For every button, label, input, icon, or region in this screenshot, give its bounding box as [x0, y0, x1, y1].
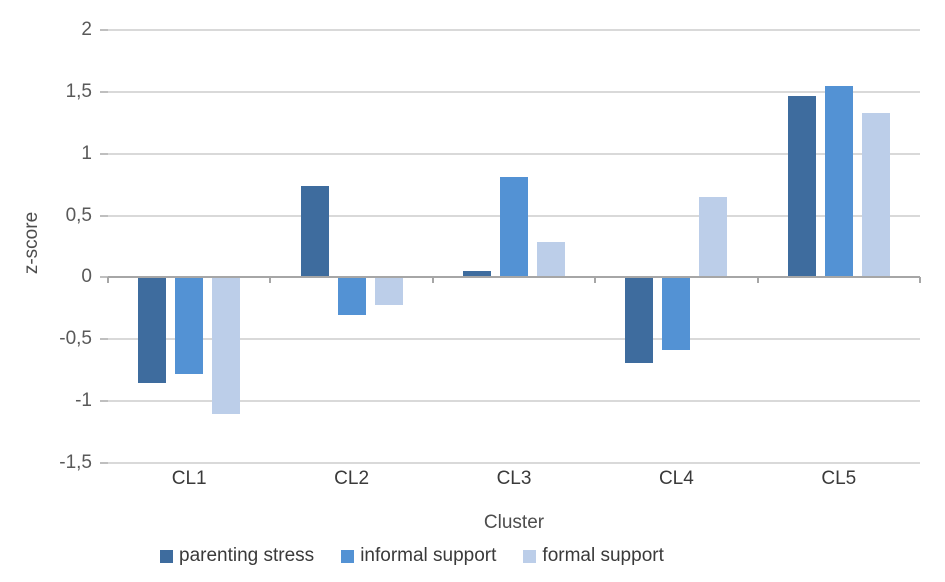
y-axis-tick-mark — [100, 29, 108, 31]
x-axis-title: Cluster — [483, 512, 545, 533]
bar-cl2-formal-support — [374, 277, 403, 305]
y-axis-tick-label: 1,5 — [65, 80, 92, 102]
legend: parenting stress informal support formal s… — [160, 542, 664, 570]
x-axis-category-label-cl3: CL3 — [496, 468, 532, 489]
category-boundary-tick — [919, 277, 921, 284]
y-axis-tick-label: -0,5 — [59, 328, 92, 350]
bar-cl4-parenting-stress — [625, 277, 654, 363]
legend-swatch-informal-support — [341, 549, 355, 563]
legend-swatch-parenting-stress — [160, 549, 173, 563]
plot-area — [107, 29, 921, 464]
y-axis-tick-mark — [100, 400, 108, 403]
y-axis-tick-mark — [100, 276, 108, 279]
y-axis-tick-label: -1,5 — [59, 452, 92, 473]
legend-label: informal support — [360, 545, 497, 566]
gridline — [108, 400, 920, 403]
zero-axis-line — [108, 276, 920, 279]
bar-cl5-parenting-stress — [787, 95, 816, 278]
gridline — [108, 29, 920, 31]
x-axis-category-label-cl2: CL2 — [334, 468, 370, 489]
legend-label: parenting stress — [179, 545, 315, 566]
y-axis-tick-mark — [100, 338, 108, 341]
bar-cl3-parenting-stress — [463, 271, 491, 278]
y-axis-tick-label: 0 — [81, 266, 92, 288]
y-axis-title: z-score — [21, 211, 42, 275]
x-axis-category-label-cl5: CL5 — [821, 468, 857, 489]
legend-swatch-formal-support — [523, 549, 537, 563]
bar-cl2-parenting-stress — [300, 185, 329, 278]
bar-cl2-informal-support — [337, 277, 366, 315]
x-axis-category-label-cl1: CL1 — [171, 468, 207, 489]
y-axis-tick-label: -1 — [75, 390, 92, 412]
category-boundary-tick — [756, 277, 759, 284]
bar-cl5-informal-support — [824, 85, 853, 278]
legend-item-formal-support: formal support — [523, 545, 664, 567]
x-axis-category-label-cl4: CL4 — [658, 468, 694, 489]
y-axis-tick-label: 2 — [81, 19, 92, 40]
y-axis-tick-mark — [100, 90, 108, 93]
legend-item-parenting-stress: parenting stress — [160, 545, 314, 567]
category-boundary-tick — [269, 277, 272, 284]
bar-cl1-informal-support — [175, 277, 204, 374]
category-boundary-tick — [594, 277, 597, 284]
category-boundary-tick — [107, 277, 109, 284]
legend-label: formal support — [542, 545, 664, 566]
gridline — [108, 90, 920, 93]
gridline — [108, 338, 920, 341]
bar-cl4-formal-support — [699, 197, 728, 278]
y-axis-tick-label: 0,5 — [65, 204, 92, 226]
category-boundary-tick — [431, 277, 434, 284]
y-axis-tick-label: 1 — [81, 142, 92, 164]
bar-cl1-formal-support — [212, 277, 241, 414]
bar-cl1-parenting-stress — [138, 277, 167, 383]
y-axis-tick-mark — [100, 152, 108, 155]
bar-cl3-formal-support — [537, 241, 565, 278]
bar-cl3-informal-support — [500, 177, 528, 278]
gridline — [108, 152, 920, 155]
legend-item-informal-support: informal support — [341, 545, 496, 567]
y-axis-tick-mark — [100, 214, 108, 217]
gridline — [108, 462, 920, 464]
bar-cl5-formal-support — [861, 112, 890, 278]
bar-cl4-informal-support — [662, 277, 691, 351]
y-axis-tick-mark — [100, 462, 108, 464]
